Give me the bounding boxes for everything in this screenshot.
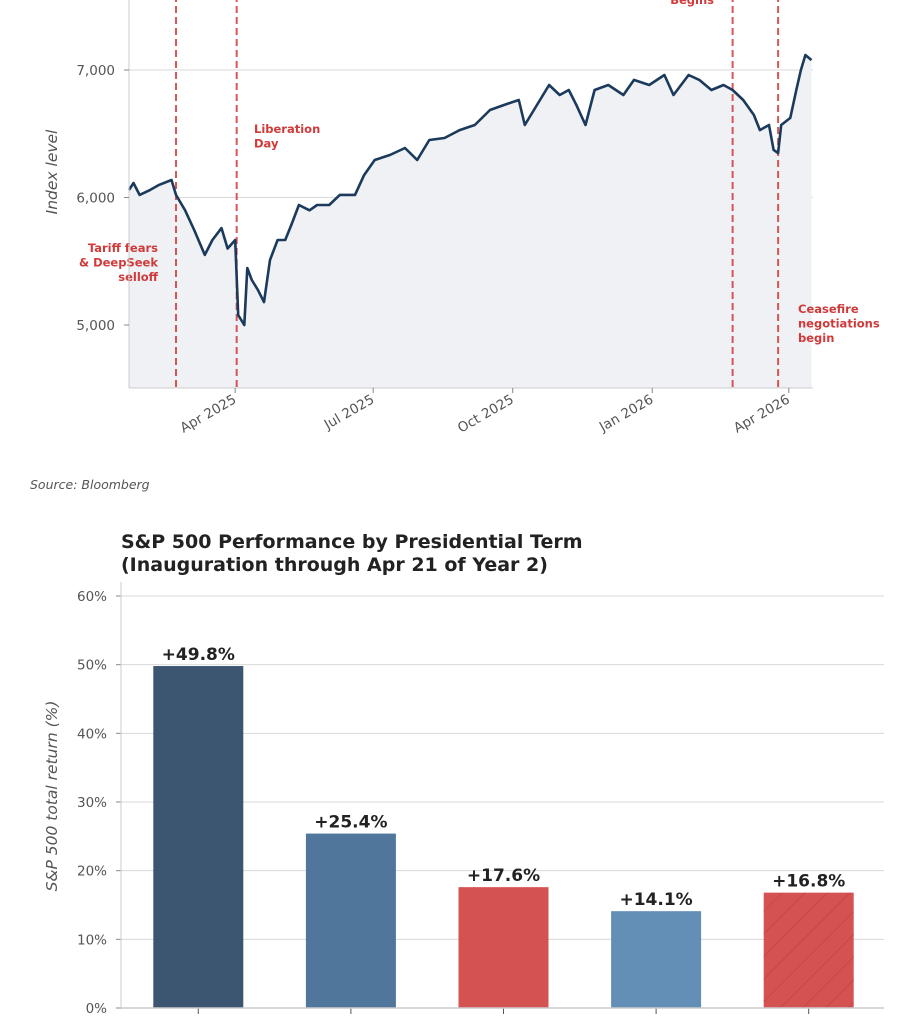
x-tick-label: Jan 2026 xyxy=(596,392,656,436)
y-axis-label: Index level xyxy=(43,129,61,214)
y-axis-label: S&P 500 total return (%) xyxy=(43,701,61,892)
series-line xyxy=(127,53,813,327)
y-tick-label: 40% xyxy=(77,726,107,742)
event-label: selloff xyxy=(118,270,158,284)
bar xyxy=(153,666,244,1008)
event-label: Begins xyxy=(670,0,714,7)
y-tick-label: 0% xyxy=(86,1001,108,1017)
event-label: begin xyxy=(798,331,834,345)
x-tick-label: Jul 2025 xyxy=(321,392,377,434)
bar xyxy=(458,887,549,1008)
chart-title: S&P 500 Performance by Presidential Term xyxy=(121,531,583,553)
data-label: +17.6% xyxy=(467,866,540,886)
event-label: negotiations xyxy=(798,317,880,331)
event-label: & DeepSeek xyxy=(79,256,158,270)
bar-chart: S&P 500 Performance by Presidential Term… xyxy=(43,531,884,1017)
y-tick-label: 20% xyxy=(77,864,107,880)
y-tick-label: 30% xyxy=(77,795,107,811)
bar xyxy=(611,911,702,1008)
line-area-fill xyxy=(129,55,812,388)
data-label: +25.4% xyxy=(314,813,387,833)
y-tick-label: 6,000 xyxy=(76,191,115,207)
event-label: Day xyxy=(254,137,279,151)
x-tick-label: Apr 2025 xyxy=(177,392,239,437)
y-tick-label: 60% xyxy=(77,589,107,605)
y-tick-label: 5,000 xyxy=(76,318,115,334)
data-label: +16.8% xyxy=(772,872,845,892)
source-note: Source: Bloomberg xyxy=(30,477,150,492)
data-label: +49.8% xyxy=(162,645,235,665)
data-label: +14.1% xyxy=(619,890,692,910)
event-label: Liberation xyxy=(254,122,320,136)
event-label: Ceasefire xyxy=(798,302,859,316)
chart-subtitle: (Inauguration through Apr 21 of Year 2) xyxy=(121,554,548,576)
bar xyxy=(305,833,396,1008)
y-tick-label: 10% xyxy=(77,932,107,948)
y-tick-label: 50% xyxy=(77,658,107,674)
event-label: Tariff fears xyxy=(88,241,158,255)
bar-hatch xyxy=(763,892,854,1008)
x-tick-label: Apr 2026 xyxy=(731,392,793,437)
y-tick-label: 7,000 xyxy=(76,63,115,79)
x-tick-label: Oct 2025 xyxy=(455,392,517,437)
